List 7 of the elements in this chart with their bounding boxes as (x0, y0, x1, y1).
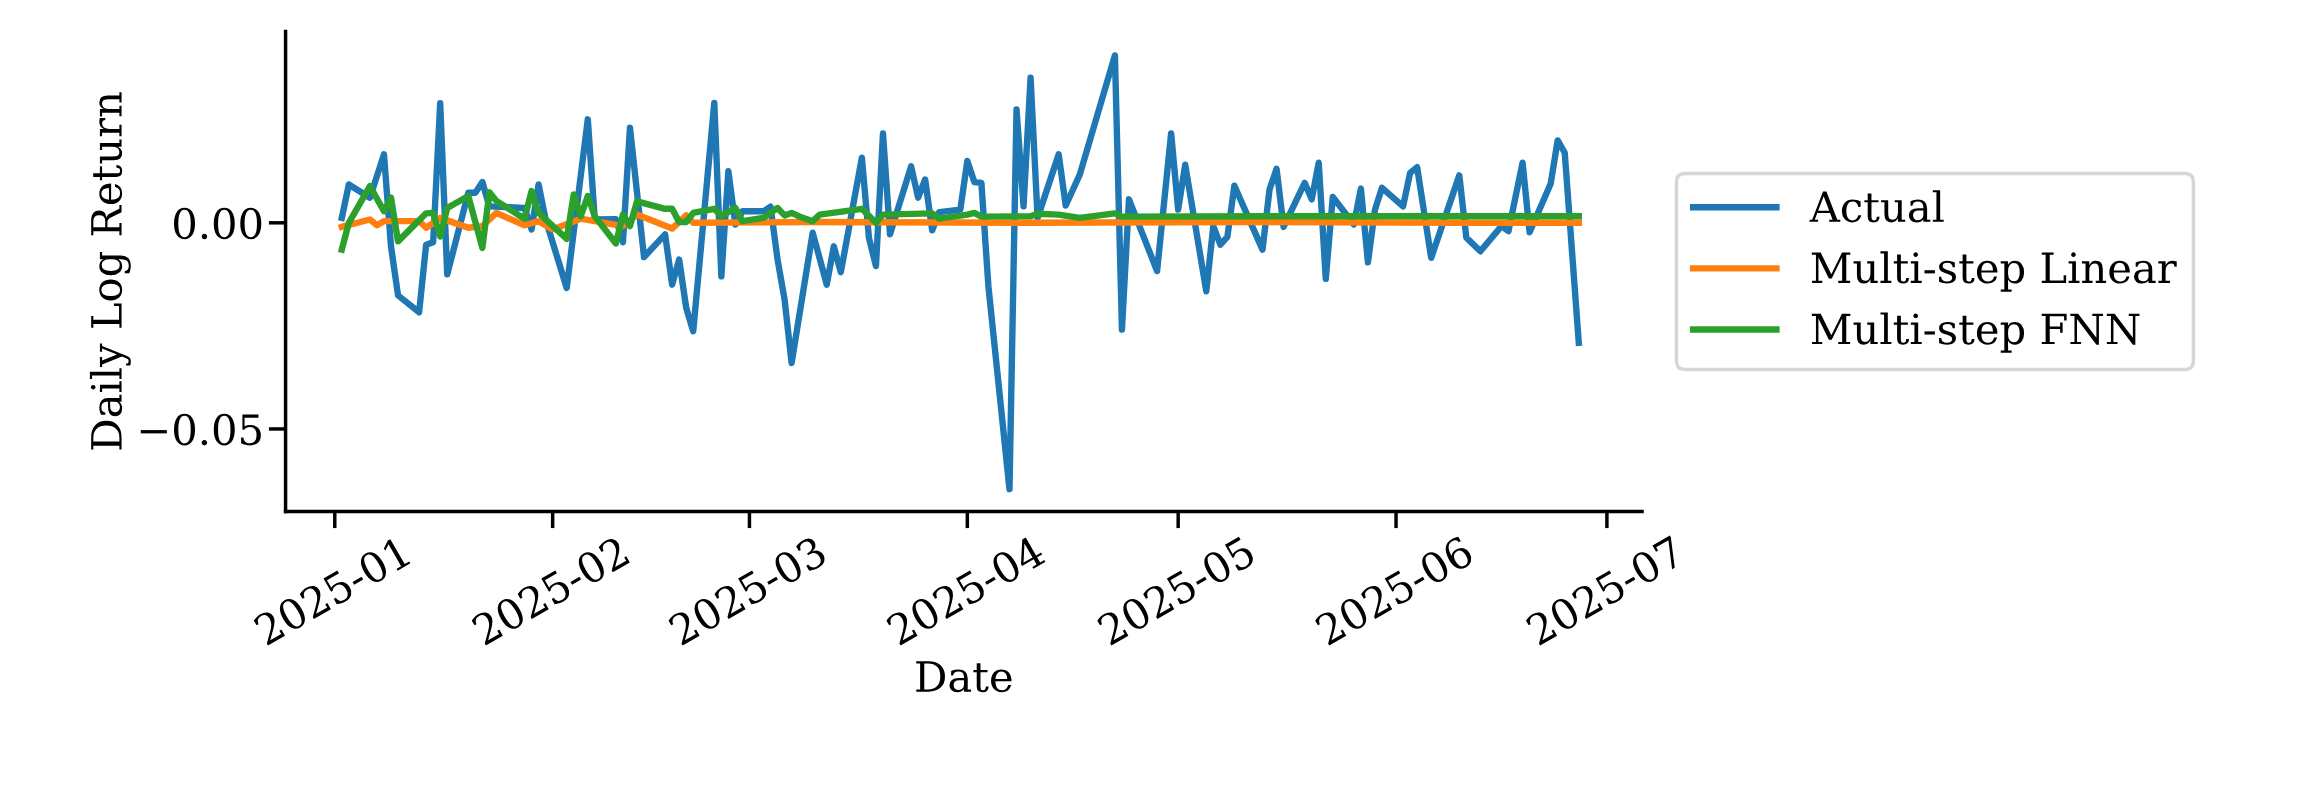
y-tick-label: −0.05 (140, 413, 261, 446)
legend-label: Multi-step FNN (1811, 312, 2140, 353)
legend-label: Actual (1809, 190, 1944, 223)
legend-label: Multi-step Linear (1811, 251, 2177, 292)
y-axis-title: Daily Log Return (89, 92, 131, 450)
y-tick-label: 0.00 (174, 207, 262, 240)
x-axis-title: Date (916, 661, 1012, 693)
